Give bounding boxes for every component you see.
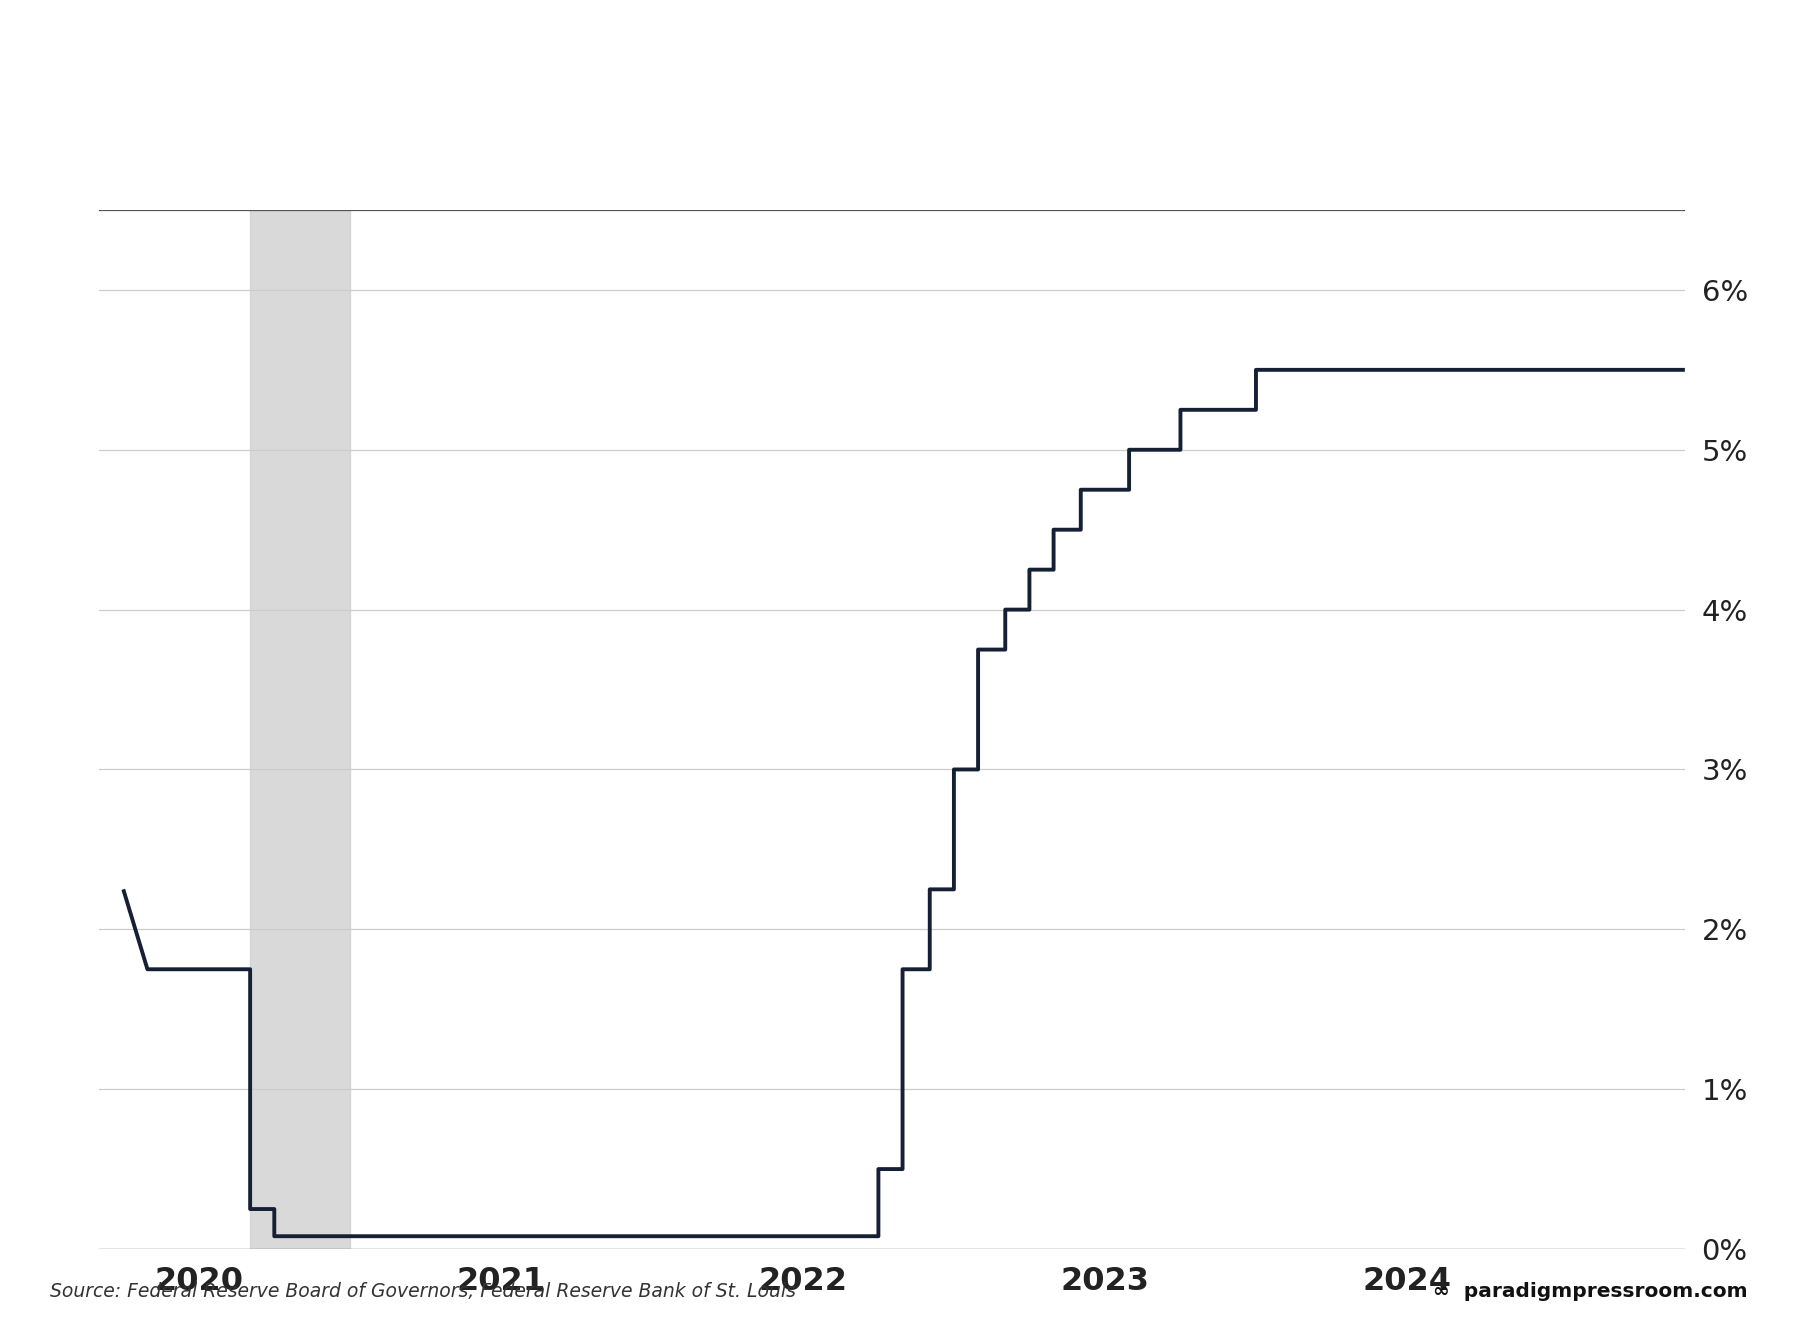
Text: The fed funds rate since late 2019: The fed funds rate since late 2019 (50, 147, 625, 180)
Text: ∞  paradigmpressroom.com: ∞ paradigmpressroom.com (1433, 1282, 1748, 1301)
Bar (250, 210, 350, 1249)
Text: Tomorrow, This Line Starts Moving Back Down: Tomorrow, This Line Starts Moving Back D… (50, 52, 1497, 107)
Text: Source: Federal Reserve Board of Governors, Federal Reserve Bank of St. Louis: Source: Federal Reserve Board of Governo… (50, 1282, 796, 1301)
